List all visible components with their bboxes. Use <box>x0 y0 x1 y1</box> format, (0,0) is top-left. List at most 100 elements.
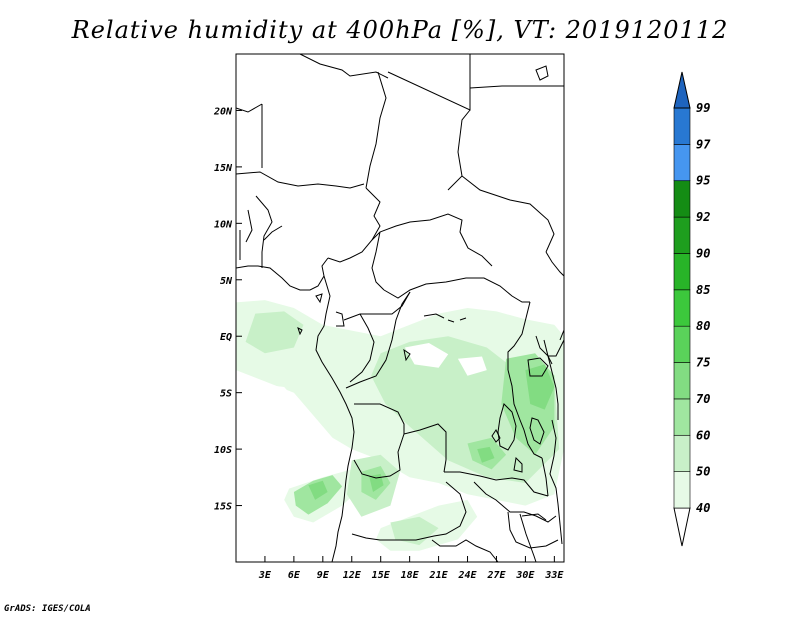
lon-tick-label: 18E <box>401 570 420 581</box>
colorbar-level-label: 60 <box>696 428 710 442</box>
dry-area-1 <box>457 356 487 376</box>
border-line-7 <box>469 85 564 89</box>
border-line-46 <box>535 65 549 81</box>
border-line-18 <box>461 175 555 253</box>
map-frame <box>235 53 565 563</box>
border-line-45 <box>559 329 564 341</box>
border-line-49 <box>403 348 411 362</box>
colorbar-level-label: 70 <box>696 392 710 406</box>
border-line-0 <box>236 257 329 291</box>
lon-tick-label: 15E <box>372 570 391 581</box>
border-line-51 <box>447 319 455 323</box>
colorbar-swatch <box>673 362 691 400</box>
border-line-23 <box>335 311 345 327</box>
colorbar-level-label: 97 <box>696 137 711 151</box>
colorbar-level-label: 99 <box>696 101 710 115</box>
lon-tick-label: 33E <box>544 570 564 581</box>
colorbar-swatch <box>673 471 691 509</box>
border-line-36 <box>549 419 563 545</box>
colorbar-level-label: 80 <box>696 319 710 333</box>
border-line-10 <box>255 195 273 268</box>
longitude-axis: 3E 6E 9E 12E 15E 18E 21E 24E 27E 30E 33E <box>258 556 564 581</box>
country-borders <box>236 54 564 562</box>
humidity-region-3 <box>245 311 304 354</box>
lon-tick-label: 12E <box>343 570 362 581</box>
colorbar-swatch <box>673 434 691 472</box>
border-line-3 <box>299 54 389 79</box>
border-line-8 <box>236 171 365 189</box>
border-line-6 <box>447 109 471 191</box>
border-line-52 <box>459 317 467 321</box>
colorbar-level-label: 92 <box>696 210 710 224</box>
colorbar-level-label: 50 <box>696 465 710 479</box>
border-line-38 <box>543 339 559 420</box>
border-line-15 <box>371 213 493 267</box>
border-line-17 <box>383 277 530 303</box>
lon-tick-label: 30E <box>515 570 535 581</box>
border-line-12 <box>245 209 253 243</box>
lat-tick-label: 5S <box>220 389 232 400</box>
border-line-2 <box>236 54 263 113</box>
colorbar-level-label: 95 <box>696 174 710 188</box>
border-line-42 <box>491 429 501 443</box>
border-line-37 <box>541 457 549 497</box>
colorbar-swatch <box>673 289 691 327</box>
dry-area-0 <box>404 343 449 368</box>
colorbar-level-label: 75 <box>696 356 710 370</box>
border-line-41 <box>513 456 523 473</box>
colorbar-upper-arrow <box>673 71 691 109</box>
border-line-11 <box>263 225 283 241</box>
lon-tick-label: 24E <box>457 570 477 581</box>
colorbar-swatch <box>673 253 691 291</box>
colorbar-swatch <box>673 325 691 363</box>
border-line-32 <box>507 511 559 549</box>
lat-tick-label: 5N <box>220 276 233 287</box>
lon-tick-label: 9E <box>317 570 330 581</box>
colorbar-lower-arrow <box>673 507 691 547</box>
lat-tick-label: 20N <box>213 106 233 117</box>
border-line-25 <box>349 313 375 383</box>
border-line-27 <box>354 403 447 473</box>
humidity-region-13 <box>308 480 328 500</box>
lon-tick-label: 27E <box>486 570 506 581</box>
humidity-region-12 <box>369 473 384 492</box>
latitude-axis: 20N 15N 10N 5N EQ 5S 10S 15S <box>213 106 242 513</box>
border-line-33 <box>519 513 537 562</box>
lat-tick-label: 10S <box>214 445 232 456</box>
border-line-44 <box>521 513 547 521</box>
lat-tick-label: 15S <box>214 502 232 513</box>
colorbar-level-label: 40 <box>696 501 710 515</box>
lon-tick-label: 21E <box>429 570 449 581</box>
border-line-40 <box>497 403 517 451</box>
border-line-29 <box>444 471 549 497</box>
colorbar-swatch <box>673 107 691 145</box>
border-line-26 <box>345 291 411 389</box>
border-line-34 <box>431 539 499 562</box>
border-line-50 <box>423 313 445 319</box>
border-line-39 <box>529 417 545 445</box>
border-line-5 <box>387 54 471 111</box>
grads-credit: GrADS: IGES/COLA <box>4 604 91 614</box>
border-line-48 <box>297 327 303 336</box>
border-line-47 <box>315 293 323 304</box>
colorbar-level-label: 90 <box>696 246 710 260</box>
border-line-16 <box>371 231 385 291</box>
lon-tick-label: 3E <box>258 570 272 581</box>
border-line-43 <box>527 357 549 377</box>
border-line-19 <box>545 251 564 277</box>
lat-tick-label: 15N <box>214 163 233 174</box>
dry-area-2 <box>236 383 318 450</box>
map-title: Relative humidity at 400hPa [%], VT: 201… <box>71 16 729 44</box>
border-line-20 <box>507 301 531 370</box>
border-line-31 <box>473 481 557 523</box>
border-line-28 <box>353 433 405 479</box>
colorbar-level-label: 85 <box>696 283 710 297</box>
lat-tick-label: 10N <box>214 219 233 230</box>
colorbar-swatch <box>673 180 691 218</box>
border-line-24 <box>343 291 411 321</box>
border-line-4 <box>365 71 387 189</box>
lat-tick-label: EQ <box>220 332 232 343</box>
colorbar-swatch <box>673 216 691 254</box>
border-line-1 <box>315 275 355 562</box>
